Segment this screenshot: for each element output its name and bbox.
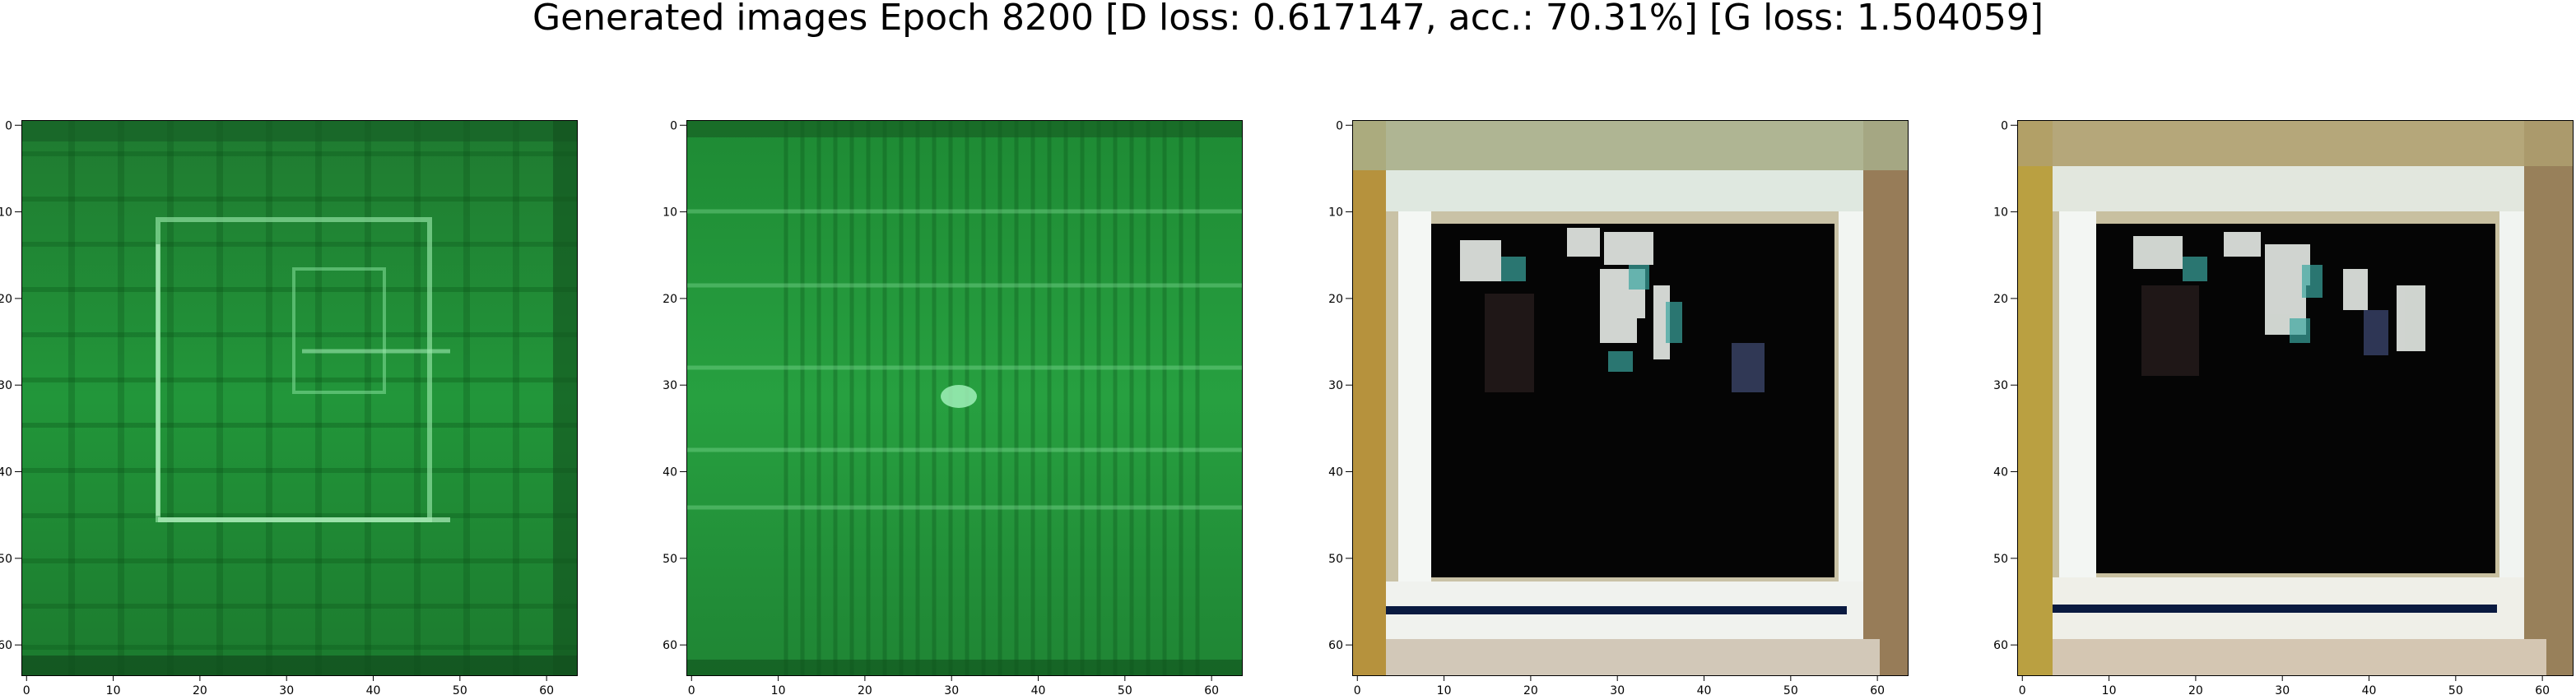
- generated-image-1: [22, 121, 577, 675]
- image-panel-4: 0 10 20 30 40 50 60 0 10 20 30 40 50 60: [1993, 119, 2574, 695]
- x-tick-label: 20: [2188, 684, 2203, 695]
- x-tick-label: 30: [944, 684, 959, 695]
- x-tick-label: 0: [1354, 684, 1361, 695]
- x-tick-label: 60: [539, 684, 554, 695]
- y-tick-label: 0: [5, 119, 12, 132]
- y-tick-label: 30: [663, 379, 677, 392]
- y-tick-label: 10: [663, 206, 677, 220]
- x-tick-label: 50: [1783, 684, 1798, 695]
- x-tick-label: 20: [858, 684, 872, 695]
- x-tick-label: 40: [366, 684, 381, 695]
- x-tick-label: 40: [1697, 684, 1712, 695]
- y-tick-label: 60: [1328, 639, 1343, 652]
- y-tick-label: 30: [1993, 379, 2008, 392]
- x-tick-label: 50: [453, 684, 467, 695]
- generated-image-2: [687, 121, 1242, 675]
- x-tick-label: 0: [688, 684, 695, 695]
- y-tick-label: 60: [0, 639, 12, 652]
- y-tick-label: 50: [1993, 553, 2008, 566]
- x-tick-label: 60: [1204, 684, 1219, 695]
- y-tick-label: 20: [1328, 293, 1343, 306]
- y-tick-label: 60: [1993, 639, 2008, 652]
- y-tick-label: 60: [663, 639, 677, 652]
- x-tick-label: 0: [23, 684, 30, 695]
- x-tick-label: 10: [106, 684, 121, 695]
- x-tick-label: 10: [2102, 684, 2117, 695]
- y-tick-label: 30: [0, 379, 12, 392]
- x-tick-label: 30: [2275, 684, 2290, 695]
- x-tick-label: 40: [1031, 684, 1046, 695]
- image-panel-3: 0 10 20 30 40 50 60 0 10 20 30 40 50 60: [1328, 119, 1909, 695]
- x-tick-label: 50: [1118, 684, 1132, 695]
- image-area-4: [2017, 120, 2574, 676]
- y-tick-label: 40: [663, 466, 677, 480]
- generated-image-4: [2018, 121, 2573, 675]
- y-tick-label: 0: [1336, 119, 1343, 132]
- x-tick-label: 60: [2535, 684, 2550, 695]
- x-tick-label: 60: [1870, 684, 1885, 695]
- y-tick-label: 20: [0, 293, 12, 306]
- y-tick-label: 10: [0, 206, 12, 220]
- x-tick-label: 0: [2019, 684, 2026, 695]
- y-tick-label: 0: [670, 119, 677, 132]
- image-area-2: [686, 120, 1243, 676]
- image-panel-1: 0 10 20 30 40 50 60 0 10 20 30 40 50 60: [0, 119, 578, 695]
- generated-image-3: [1353, 121, 1908, 675]
- y-tick-label: 0: [2001, 119, 2008, 132]
- y-tick-label: 20: [663, 293, 677, 306]
- x-tick-label: 30: [279, 684, 294, 695]
- y-tick-label: 20: [1993, 293, 2008, 306]
- y-tick-label: 40: [1993, 466, 2008, 480]
- y-tick-label: 50: [1328, 553, 1343, 566]
- y-tick-label: 40: [0, 466, 12, 480]
- image-panel-2: 0 10 20 30 40 50 60 0 10 20 30 40 50 60: [663, 119, 1243, 695]
- y-tick-label: 40: [1328, 466, 1343, 480]
- y-tick-label: 50: [663, 553, 677, 566]
- x-tick-label: 50: [2448, 684, 2463, 695]
- x-tick-label: 20: [1523, 684, 1538, 695]
- x-tick-label: 20: [193, 684, 207, 695]
- y-tick-label: 10: [1328, 206, 1343, 220]
- x-tick-label: 10: [1437, 684, 1452, 695]
- y-tick-label: 50: [0, 553, 12, 566]
- image-area-3: [1352, 120, 1909, 676]
- x-tick-label: 40: [2362, 684, 2377, 695]
- y-tick-label: 30: [1328, 379, 1343, 392]
- y-tick-label: 10: [1993, 206, 2008, 220]
- chart-title: Generated images Epoch 8200 [D loss: 0.6…: [532, 0, 2044, 39]
- x-tick-label: 30: [1610, 684, 1625, 695]
- x-tick-label: 10: [771, 684, 786, 695]
- image-area-1: [21, 120, 578, 676]
